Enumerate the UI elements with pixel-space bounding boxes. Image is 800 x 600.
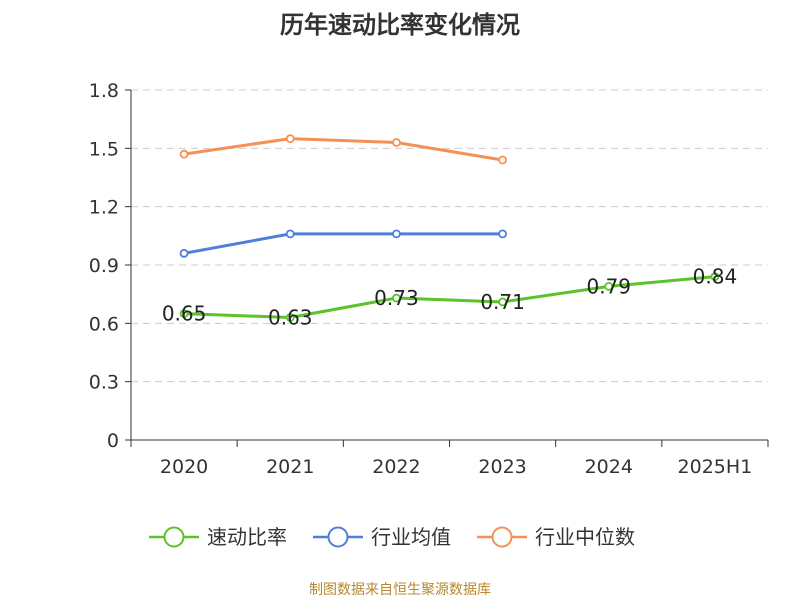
data-label: 0.71: [480, 290, 525, 314]
data-label: 0.84: [693, 265, 738, 289]
legend-label: 速动比率: [207, 525, 287, 549]
legend-label: 行业均值: [371, 525, 451, 549]
x-tick-label: 2022: [372, 456, 420, 478]
legend-item[interactable]: 行业均值: [313, 525, 451, 549]
grid: [131, 89, 768, 383]
axes: 0 0.3 0.6 0.9 1.2 1.5 1.8 2020 2021 2022 2023 2024 2…: [89, 80, 769, 478]
y-tick-label: 1.8: [89, 80, 119, 102]
series-line: [183, 137, 503, 162]
y-tick-label: 0.3: [89, 372, 119, 394]
data-labels: 0.65 0.63 0.73 0.71 0.79 0.84: [162, 265, 737, 330]
data-point: [392, 293, 401, 303]
series: [179, 134, 720, 322]
x-tick-label: 2020: [160, 456, 208, 478]
y-tick-label: 0: [107, 430, 119, 452]
y-tick-label: 1.2: [89, 197, 119, 219]
x-tick-label: 2024: [585, 456, 633, 478]
data-point: [179, 248, 189, 258]
data-point: [498, 229, 507, 239]
data-point: [498, 155, 507, 165]
data-point: [179, 149, 189, 159]
data-label: 0.79: [586, 274, 631, 298]
x-tick-label: 2023: [478, 456, 526, 478]
legend: 速动比率 行业均值 行业中位数: [149, 525, 635, 549]
x-tick-label: 2021: [266, 456, 314, 478]
series-line: [184, 275, 716, 319]
legend-swatch-circle: [491, 526, 513, 548]
data-point: [392, 229, 401, 239]
legend-swatch-circle: [163, 526, 185, 548]
data-point: [710, 272, 720, 282]
legend-label: 行业中位数: [535, 525, 635, 549]
data-label: 0.63: [268, 306, 313, 330]
data-point: [179, 309, 189, 319]
data-point: [604, 281, 614, 291]
y-tick-label: 0.6: [89, 313, 119, 335]
series-line: [183, 232, 503, 255]
y-tick-label: 0.9: [89, 255, 119, 277]
legend-item[interactable]: 速动比率: [149, 525, 287, 549]
data-point: [392, 138, 401, 147]
chart-title: 历年速动比率变化情况: [280, 11, 520, 39]
legend-swatch-circle: [327, 526, 349, 548]
data-label: 0.65: [162, 302, 207, 326]
y-tick-label: 1.5: [89, 138, 119, 160]
data-point: [285, 229, 295, 239]
x-tick-label: 2025H1: [678, 456, 753, 478]
data-label: 0.73: [374, 286, 419, 310]
data-point: [498, 297, 507, 307]
legend-item[interactable]: 行业中位数: [477, 525, 635, 549]
data-point: [285, 134, 295, 144]
data-point: [285, 313, 295, 322]
source-note: 制图数据来自恒生聚源数据库: [309, 582, 491, 598]
